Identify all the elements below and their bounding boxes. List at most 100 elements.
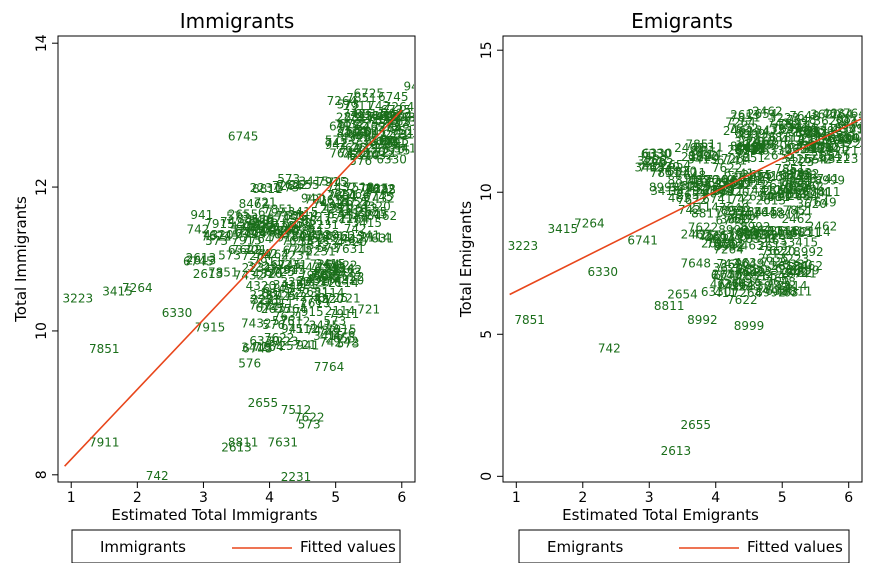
cluster-point-label: 2613 [770,259,801,273]
cluster-point-label: 2655 [712,267,743,281]
cluster-point-label: 6725 [264,265,295,279]
cluster-point-label: 6745 [263,282,294,296]
cluster-point-label: 941 [325,138,348,152]
cluster-point-label: 3223 [365,109,396,123]
cluster-point-label: 6741 [817,143,848,157]
cluster-point-label: 7649 [731,277,762,291]
cluster-point-label: 7764 [242,232,273,246]
cluster-point-label: 7915 [275,263,306,277]
cluster-point-label: 3223 [389,127,420,141]
cluster-point-label: 2613 [727,143,758,157]
cluster-point-label: 3223 [770,228,801,242]
cluster-point-label: 6330 [667,164,698,178]
cluster-point-label: 6330 [688,173,719,187]
plot-content: 4116330463211476222462411633072644113223… [508,105,869,458]
cluster-point-label: 8811 [790,226,821,240]
cluster-point-label: 3415 [298,174,329,188]
cluster-point-label: 8811 [730,140,761,154]
cluster-point-label: 7264 [732,286,763,300]
cluster-point-label: 2231 [249,288,280,302]
cluster-point-label: 8999 [833,121,864,135]
cluster-point-label: 7851 [327,188,358,202]
cluster-point-label: 7631 [334,242,365,256]
cluster-point-label: 8992 [643,156,674,170]
point-label: 7649 [734,256,765,270]
cluster-point-label: 7648 [789,109,820,123]
cluster-point-label: 3223 [784,155,815,169]
cluster-point-label: 7264 [327,94,358,108]
x-axis-label: Estimated Total Immigrants [111,506,317,524]
chart-title: Immigrants [180,9,295,33]
cluster-point-label: 3223 [696,183,727,197]
cluster-point-label: 941 [365,125,388,139]
cluster-point-label: 3223 [779,252,810,266]
cluster-point-label: 742 [678,203,701,217]
cluster-point-label: 3620 [720,212,751,226]
cluster-point-label: 3223 [838,137,869,151]
cluster-point-label: 941 [384,135,407,149]
cluster-point-label: 4320 [313,292,344,306]
cluster-point-label: 2613 [186,254,217,268]
plot-area [57,35,416,483]
cluster-point-label: 742 [327,176,350,190]
cluster-point-label: 8999 [837,132,868,146]
cluster-point-label: 7851 [236,225,267,239]
cluster-point-label: 7512 [391,124,422,138]
cluster-point-label: 6330 [376,153,407,167]
cluster-point-label: 2655 [289,178,320,192]
cluster-point-label: 7264 [269,224,300,238]
cluster-point-label: 2462 [681,228,712,242]
cluster-point-label: 6330 [249,334,280,348]
cluster-point-label: 573 [337,97,360,111]
cluster-point-label: 2613 [761,131,792,145]
cluster-point-label: 8992 [782,166,813,180]
cluster-point-label: 7512 [280,314,311,328]
cluster-point-label: 7264 [713,243,744,257]
cluster-point-label: 7851 [294,225,325,239]
point-label: 8811 [228,435,259,449]
cluster-point-label: 6330 [757,138,788,152]
cluster-point-label: 2655 [228,207,259,221]
cluster-point-label: 8992 [688,149,719,163]
cluster-point-label: 7264 [382,109,413,123]
cluster-point-label: 721 [294,338,317,352]
cluster-point-label: 7631 [328,190,359,204]
cluster-point-label: 2462 [752,105,783,119]
cluster-point-label: 2613 [300,230,331,244]
cluster-point-label: 6741 [782,175,813,189]
cluster-point-label: 2462 [746,135,777,149]
cluster-point-label: 6330 [745,232,776,246]
cluster-point-label: 8462 [332,263,363,277]
cluster-point-label: 463 [736,141,759,155]
cluster-point-label: 7764 [339,212,370,226]
cluster-point-label: 2114 [829,131,860,145]
cluster-point-label: 2613 [762,178,793,192]
cluster-point-label: 576 [251,213,274,227]
cluster-point-label: 742 [318,325,341,339]
cluster-point-label: 7432 [265,221,296,235]
cluster-point-label: 6745 [255,301,286,315]
cluster-point-label: 7915 [326,323,357,337]
cluster-point-label: 7264 [384,100,415,114]
cluster-point-label: 2654 [755,269,786,283]
cluster-point-label: 6330 [804,124,835,138]
cluster-point-label: 7432 [296,232,327,246]
legend-box [518,529,850,563]
cluster-point-label: 411 [692,228,715,242]
point-label: 7264 [574,216,605,230]
cluster-point-label: 6745 [369,136,400,150]
y-axis-label: Total Emigrants [457,201,475,318]
cluster-point-label: 7915 [231,234,262,248]
point-label: 742 [146,469,169,483]
cluster-point-label: 742 [785,204,808,218]
cluster-point-label: 2655 [699,229,730,243]
cluster-point-label: 6741 [802,186,833,200]
cluster-point-label: 8992 [715,238,746,252]
cluster-point-label: 742 [809,153,832,167]
cluster-point-label: 2231 [346,126,377,140]
x-tick-label: 5 [778,490,787,506]
cluster-point-label: 7915 [358,182,389,196]
point-label: 8811 [654,299,685,313]
cluster-point-label: 3415 [635,160,666,174]
cluster-point-label: 7264 [253,340,284,354]
